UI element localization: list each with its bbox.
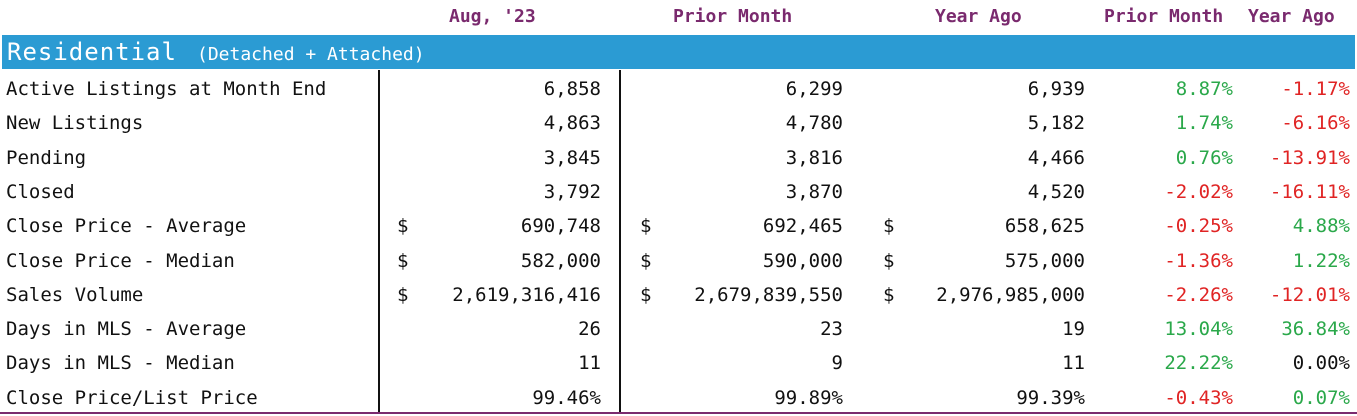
section-header-residential: Residential (Detached + Attached) — [2, 35, 1355, 69]
currency-symbol: $ — [883, 249, 895, 272]
prior-month-change: 1.74% — [1175, 112, 1233, 135]
currency-symbol: $ — [397, 249, 409, 272]
year-ago-change: 0.07% — [1292, 386, 1350, 409]
table-row: Close Price/List Price 99.46% 99.89% 99.39%… — [0, 381, 1357, 415]
table-row: Close Price - Average $690,748 $692,465 $65… — [0, 209, 1357, 243]
table-row: Close Price - Median $582,000 $590,000 $575… — [0, 244, 1357, 278]
value-cell: 4,520 — [1027, 180, 1085, 203]
value-cell: 4,863 — [543, 112, 601, 135]
header-year-ago-change: Year Ago — [1248, 6, 1335, 27]
currency-symbol: $ — [397, 215, 409, 238]
value-cell: 23 — [820, 318, 843, 341]
table-row: Closed 3,792 3,870 4,520 -2.02% -16.11% — [0, 175, 1357, 209]
value-cell: 3,870 — [785, 180, 843, 203]
prior-month-change: 8.87% — [1175, 78, 1233, 100]
value-cell: 2,976,985,000 — [936, 283, 1085, 306]
value-cell: 5,182 — [1027, 112, 1085, 135]
value-cell: 26 — [578, 318, 601, 341]
table-row: Pending 3,845 3,816 4,466 0.76% -13.91% — [0, 141, 1357, 175]
row-label: Close Price - Average — [6, 215, 247, 238]
column-header-row: Aug, '23 Prior Month Year Ago Prior Mont… — [0, 0, 1357, 34]
header-prior-month-change: Prior Month — [1104, 6, 1224, 27]
table-row: Days in MLS - Average 26 23 19 13.04% 36.84% — [0, 312, 1357, 346]
column-divider — [619, 70, 621, 414]
value-cell: 3,792 — [543, 180, 601, 203]
row-label: Days in MLS - Median — [6, 352, 235, 375]
table-bottom-border — [0, 412, 1357, 414]
value-cell: 6,299 — [785, 78, 843, 100]
value-cell: 19 — [1062, 318, 1085, 341]
currency-symbol: $ — [397, 283, 409, 306]
value-cell: 692,465 — [762, 215, 843, 238]
currency-symbol: $ — [883, 215, 895, 238]
currency-symbol: $ — [640, 215, 652, 238]
value-cell: 690,748 — [520, 215, 601, 238]
row-label: New Listings — [6, 112, 144, 135]
value-cell: 6,939 — [1027, 78, 1085, 100]
prior-month-change: 22.22% — [1164, 352, 1233, 375]
row-label: Closed — [6, 180, 75, 203]
value-cell: 99.89% — [774, 386, 843, 409]
value-cell: 4,466 — [1027, 146, 1085, 169]
prior-month-change: -2.26% — [1164, 283, 1233, 306]
currency-symbol: $ — [640, 283, 652, 306]
year-ago-change: -13.91% — [1269, 146, 1350, 169]
table-row: Active Listings at Month End 6,858 6,299 6,… — [0, 72, 1357, 106]
header-current-month: Aug, '23 — [449, 6, 536, 27]
prior-month-change: -0.25% — [1164, 215, 1233, 238]
value-cell: 3,816 — [785, 146, 843, 169]
value-cell: 99.39% — [1016, 386, 1085, 409]
prior-month-change: -2.02% — [1164, 180, 1233, 203]
value-cell: 658,625 — [1004, 215, 1085, 238]
table-row: Days in MLS - Median 11 9 11 22.22% 0.00% — [0, 346, 1357, 380]
year-ago-change: -16.11% — [1269, 180, 1350, 203]
value-cell: 6,858 — [543, 78, 601, 100]
year-ago-change: 4.88% — [1292, 215, 1350, 238]
section-subtitle: (Detached + Attached) — [197, 44, 425, 65]
prior-month-change: 0.76% — [1175, 146, 1233, 169]
row-label: Close Price/List Price — [6, 386, 258, 409]
currency-symbol: $ — [883, 283, 895, 306]
prior-month-change: -1.36% — [1164, 249, 1233, 272]
currency-symbol: $ — [640, 249, 652, 272]
prior-month-change: -0.43% — [1164, 386, 1233, 409]
row-label: Sales Volume — [6, 283, 144, 306]
header-prior-month: Prior Month — [673, 6, 793, 27]
row-label: Pending — [6, 146, 87, 169]
value-cell: 4,780 — [785, 112, 843, 135]
year-ago-change: 0.00% — [1292, 352, 1350, 375]
row-label: Days in MLS - Average — [6, 318, 247, 341]
header-year-ago: Year Ago — [935, 6, 1022, 27]
value-cell: 99.46% — [532, 386, 601, 409]
value-cell: 11 — [1062, 352, 1085, 375]
table-row: Sales Volume $2,619,316,416 $2,679,839,550… — [0, 278, 1357, 312]
year-ago-change: 36.84% — [1281, 318, 1350, 341]
year-ago-change: -6.16% — [1281, 112, 1350, 135]
value-cell: 9 — [831, 352, 843, 375]
value-cell: 3,845 — [543, 146, 601, 169]
value-cell: 11 — [578, 352, 601, 375]
value-cell: 590,000 — [762, 249, 843, 272]
value-cell: 2,679,839,550 — [694, 283, 843, 306]
section-title: Residential — [7, 38, 177, 66]
row-label: Active Listings at Month End — [6, 78, 327, 100]
table-row: New Listings 4,863 4,780 5,182 1.74% -6.16% — [0, 106, 1357, 140]
value-cell: 2,619,316,416 — [452, 283, 601, 306]
value-cell: 582,000 — [520, 249, 601, 272]
year-ago-change: -1.17% — [1281, 78, 1350, 100]
year-ago-change: -12.01% — [1269, 283, 1350, 306]
row-label: Close Price - Median — [6, 249, 235, 272]
value-cell: 575,000 — [1004, 249, 1085, 272]
prior-month-change: 13.04% — [1164, 318, 1233, 341]
column-divider — [378, 70, 380, 414]
year-ago-change: 1.22% — [1292, 249, 1350, 272]
